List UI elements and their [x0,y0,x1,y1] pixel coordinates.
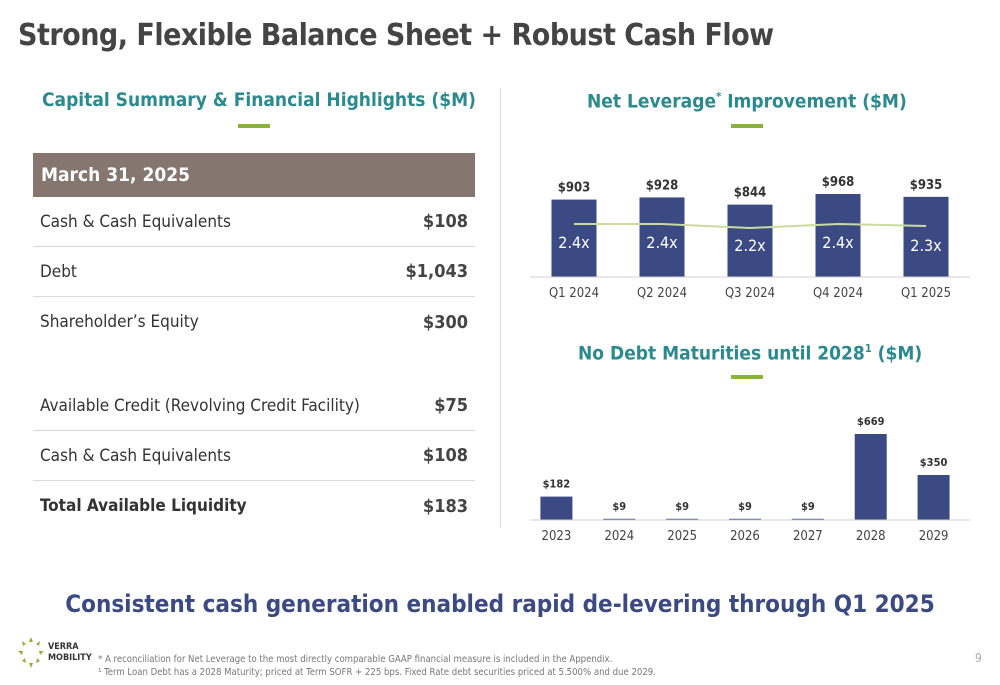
debt-maturities-heading: No Debt Maturities until 20281 ($M) [578,342,922,364]
bar-2025 [666,518,699,520]
leverage-label: 2.2x [734,236,766,255]
bar-q3-2024 [727,204,773,277]
logo-line2: MOBILITY [48,653,92,663]
bar-2027 [791,518,824,520]
table-spacer [33,347,475,381]
debt-maturities-heading-text: No Debt Maturities until 2028 [578,342,865,365]
capital-summary-accent-bar [238,124,270,128]
bar-q2-2024 [639,197,685,277]
logo-line1: VERRA [48,642,79,652]
leverage-label: 2.3x [910,236,942,255]
bar-value-label: $669 [857,415,885,428]
bar-2028 [854,434,887,520]
bar-value-label: $968 [822,175,855,190]
category-tick-label: 2025 [667,529,697,544]
category-tick-label: 2023 [542,529,572,544]
row-label: Total Available Liquidity [40,496,247,516]
row-value: $300 [422,311,468,333]
capital-summary-heading: Capital Summary & Financial Highlights (… [42,89,476,111]
table-row: Available Credit (Revolving Credit Facil… [33,381,475,431]
table-row: Total Available Liquidity $183 [33,481,475,531]
bar-2024 [603,518,636,520]
leverage-label: 2.4x [558,233,590,252]
bar-value-label: $844 [734,186,767,201]
bar-value-label: $928 [646,178,679,193]
category-tick-label: Q4 2024 [813,286,863,301]
row-value: $75 [434,395,468,416]
net-leverage-chart: $903 Q1 2024 2.4x $928 Q2 2024 2.4x $844 Q3 202… [530,175,970,301]
category-tick-label: 2026 [730,529,760,544]
footnote-2: ¹ Term Loan Debt has a 2028 Maturity; pr… [98,667,656,678]
bar-value-label: $182 [543,478,571,491]
net-leverage-heading-sup: * [716,90,722,103]
page-title: Strong, Flexible Balance Sheet + Robust … [18,18,774,53]
bar-2029 [917,475,950,520]
bar-q1-2025 [903,196,949,277]
category-tick-label: Q1 2024 [549,286,599,301]
bar-value-label: $9 [675,500,689,513]
leverage-label: 2.4x [822,233,854,252]
vertical-divider [500,88,501,528]
row-value: $108 [422,445,468,466]
row-value: $183 [422,495,468,517]
table-row: Cash & Cash Equivalents $108 [33,197,475,247]
row-label: Shareholder’s Equity [40,312,199,332]
debt-maturities-heading-suffix: ($M) [871,342,923,365]
category-tick-label: Q2 2024 [637,286,687,301]
table-row: Cash & Cash Equivalents $108 [33,431,475,481]
bar-2026 [729,518,761,520]
debt-maturities-accent-bar [731,375,763,379]
row-label: Debt [40,261,77,282]
category-tick-label: 2027 [793,529,823,544]
bar-value-label: $9 [612,500,626,513]
logo-text: VERRA MOBILITY [48,642,92,664]
net-leverage-heading-suffix: Improvement ($M) [721,90,907,113]
row-value: $108 [422,211,468,232]
page-number: 9 [975,651,982,665]
bar-q1-2024 [551,199,597,277]
net-leverage-accent-bar [731,124,763,128]
row-label: Available Credit (Revolving Credit Facil… [40,395,360,416]
net-leverage-line [574,222,927,230]
bar-q4-2024 [815,194,861,277]
row-value: $1,043 [405,261,469,282]
row-label: Cash & Cash Equivalents [40,211,231,232]
net-leverage-heading: Net Leverage* Improvement ($M) [587,90,907,112]
category-tick-label: Q1 2025 [901,286,951,301]
category-tick-label: 2028 [856,529,886,544]
bar-2023 [540,496,573,520]
bar-value-label: $935 [910,178,943,193]
table-row: Shareholder’s Equity $300 [33,297,475,347]
bar-value-label: $903 [558,181,591,196]
net-leverage-heading-text: Net Leverage [587,90,717,113]
capital-summary-table: March 31, 2025 Cash & Cash Equivalents $… [33,153,475,531]
leverage-label: 2.4x [646,233,678,252]
bar-value-label: $9 [738,500,752,513]
category-tick-label: Q3 2024 [725,286,775,301]
tagline: Consistent cash generation enabled rapid… [65,590,935,618]
row-label: Cash & Cash Equivalents [40,445,231,466]
footnote-1: * A reconciliation for Net Leverage to t… [98,654,613,665]
bar-value-label: $350 [920,456,948,469]
debt-maturities-chart: $182 2023 $9 2024 $9 2025 $9 2026 $9 2027 $669 2028… [530,415,970,544]
bar-value-label: $9 [801,500,815,513]
table-header: March 31, 2025 [33,153,475,197]
table-row: Debt $1,043 [33,247,475,297]
category-tick-label: 2029 [919,529,949,544]
category-tick-label: 2024 [604,529,634,544]
verra-mobility-logo-icon [18,637,44,668]
debt-maturities-heading-sup: 1 [864,342,872,355]
